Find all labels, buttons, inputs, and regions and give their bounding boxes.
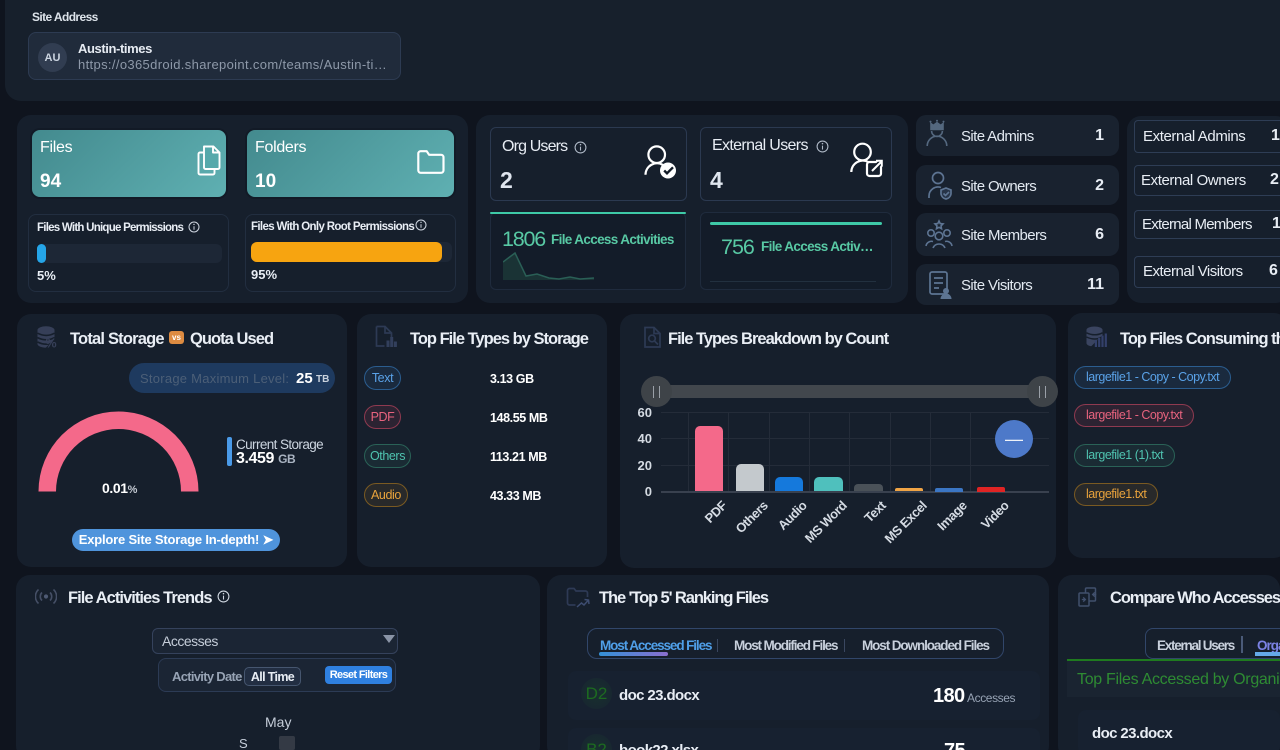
svg-text:%: % [46,337,57,349]
